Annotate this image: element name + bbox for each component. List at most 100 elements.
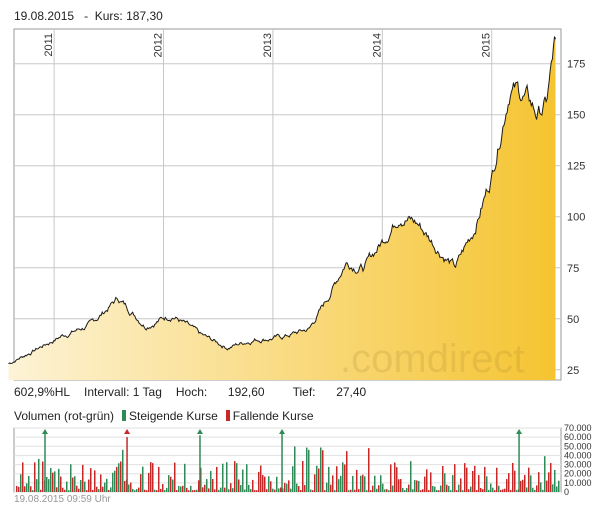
volume-bar-down	[90, 468, 92, 492]
volume-bar-up	[534, 489, 536, 492]
volume-bar-down	[176, 490, 178, 492]
volume-bar-down	[274, 489, 276, 492]
volume-bar-up	[498, 485, 500, 492]
volume-bar-down	[40, 489, 42, 492]
volume-bar-up	[74, 476, 76, 492]
volume-bar-up	[178, 486, 180, 492]
volume-bar-down	[130, 482, 132, 492]
volume-bar-down	[484, 466, 486, 492]
volume-bar-down	[394, 462, 396, 492]
volume-bar-down	[116, 466, 118, 492]
header-separator: -	[84, 9, 89, 23]
volume-bar-down	[472, 470, 474, 492]
volume-bar-down	[442, 465, 444, 492]
volume-tick-label: 50.000	[564, 441, 592, 451]
volume-bar-up	[328, 466, 330, 492]
volume-bar-up	[210, 471, 212, 492]
volume-bar-up	[172, 479, 174, 492]
volume-bar-up	[166, 487, 168, 492]
volume-bar-up	[316, 465, 318, 492]
volume-bar-down	[514, 470, 516, 492]
volume-bar-down	[288, 480, 290, 492]
volume-bar-down	[86, 490, 88, 492]
volume-bar-up	[36, 479, 38, 492]
x-tick-label: 2011	[43, 33, 55, 57]
volume-bar-up	[48, 479, 50, 492]
volume-bar-up	[20, 474, 22, 492]
volume-bar-up	[544, 456, 546, 492]
comdirect-watermark: .comdirect	[340, 337, 525, 381]
volume-bar-up	[486, 476, 488, 492]
volume-bar-up	[448, 485, 450, 492]
volume-bar-up	[352, 475, 354, 492]
volume-bar-down	[182, 485, 184, 492]
volume-bar-up	[404, 490, 406, 492]
volume-bar-down	[522, 479, 524, 492]
kurs-value: 187,30	[126, 9, 163, 23]
volume-bar-up	[388, 490, 390, 492]
volume-bar-down	[146, 490, 148, 492]
volume-bar-up	[470, 486, 472, 492]
volume-bar-down	[266, 489, 268, 492]
volume-bar-up	[556, 486, 558, 492]
volume-title: Volumen (rot-grün)	[14, 409, 115, 423]
volume-bar-down	[368, 448, 370, 492]
volume-bar-down	[138, 487, 140, 492]
volume-bar-down	[94, 470, 96, 492]
volume-bar-up	[222, 463, 224, 492]
volume-bar-up	[552, 484, 554, 492]
volume-bar-down	[30, 486, 32, 492]
volume-bar-down	[64, 489, 66, 492]
volume-bar-down	[426, 469, 428, 492]
volume-bar-up	[340, 475, 342, 492]
volume-bar-down	[496, 467, 498, 492]
volume-bar-down	[160, 488, 162, 492]
volume-bar-up	[246, 464, 248, 492]
volume-peak-marker	[41, 429, 48, 434]
volume-bar-down	[550, 463, 552, 492]
volume-bar-up	[236, 463, 238, 492]
volume-peak-marker	[196, 429, 203, 434]
volume-bar-down	[356, 469, 358, 492]
volume-bar-up	[122, 449, 124, 492]
volume-bar-up	[118, 463, 120, 492]
volume-bar-up	[228, 489, 230, 492]
volume-legend: Volumen (rot-grün) Steigende Kurse Fallend…	[14, 409, 314, 423]
volume-bar-up	[310, 489, 312, 492]
volume-bar-up	[450, 490, 452, 492]
volume-bar-down	[254, 490, 256, 492]
volume-bar-down	[332, 475, 334, 492]
volume-bar-up	[526, 487, 528, 492]
volume-peak-marker	[516, 429, 523, 434]
volume-bar-down	[478, 475, 480, 492]
volume-bar-down	[322, 450, 324, 492]
volume-bar-up	[242, 469, 244, 492]
volume-bar-up	[292, 466, 294, 492]
volume-bar-down	[372, 485, 374, 492]
volume-bar-down	[120, 461, 122, 492]
volume-peak-marker	[124, 429, 131, 434]
volume-bar-up	[440, 485, 442, 492]
volume-bar-down	[96, 486, 98, 492]
volume-bar-down	[42, 461, 44, 492]
volume-bar-down	[202, 487, 204, 492]
volume-bar-down	[408, 484, 410, 492]
volume-bar-up	[492, 487, 494, 492]
volume-bar-up	[196, 489, 198, 492]
volume-bar-down	[216, 466, 218, 492]
stats-bar: 602,9%HL Intervall: 1 Tag Hoch: 192,60 Tief…	[14, 385, 394, 399]
volume-bar-down	[362, 474, 364, 492]
volume-bar-up	[38, 458, 40, 492]
high-value: 192,60	[227, 385, 265, 399]
volume-bar-up	[68, 490, 70, 492]
volume-bar-up	[366, 490, 368, 492]
volume-bar-down	[304, 485, 306, 492]
volume-bar-down	[284, 482, 286, 492]
volume-bar-down	[548, 472, 550, 492]
volume-bar-down	[152, 463, 154, 492]
performance-value: 602,9%HL	[14, 385, 71, 399]
volume-bar-down	[22, 462, 24, 492]
volume-bar-down	[460, 478, 462, 492]
volume-bar-down	[238, 479, 240, 492]
volume-bar-down	[378, 485, 380, 492]
